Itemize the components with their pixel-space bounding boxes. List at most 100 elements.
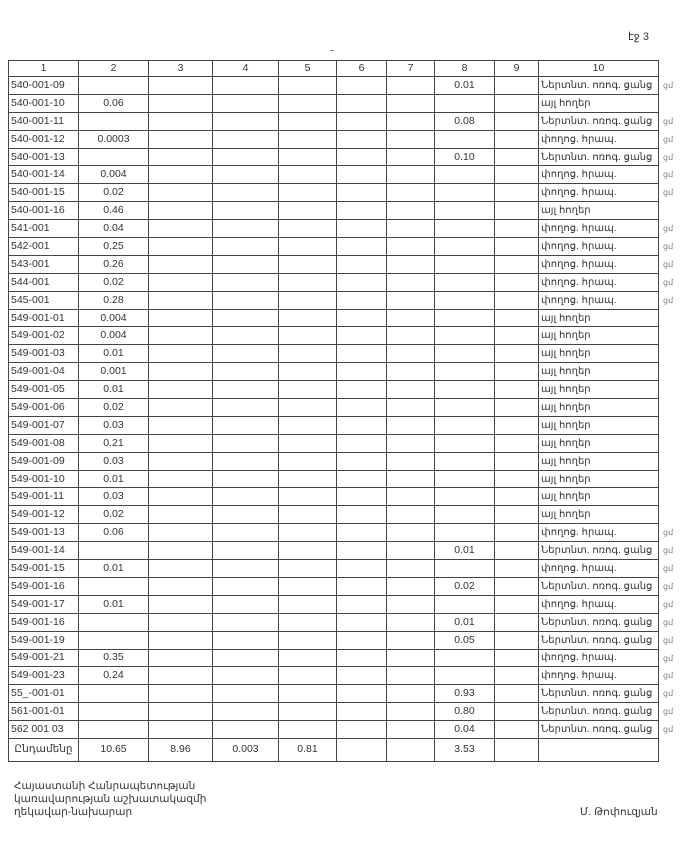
land-type-cell: փողոց. հրապ. ցմ bbox=[538, 272, 673, 292]
empty-cell bbox=[212, 612, 279, 632]
column-header: 3 bbox=[148, 60, 213, 77]
empty-cell bbox=[148, 93, 213, 113]
empty-cell bbox=[148, 415, 213, 435]
empty-cell bbox=[278, 76, 337, 95]
land-type-label: այլ հողեր bbox=[541, 491, 591, 503]
parcel-code-cell: 549-001-07 bbox=[8, 415, 79, 435]
empty-cell bbox=[386, 487, 435, 507]
land-type-label: փողոց. հրապ. bbox=[541, 133, 617, 145]
empty-cell bbox=[278, 344, 337, 364]
total-value bbox=[386, 737, 435, 762]
empty-cell bbox=[212, 219, 279, 239]
table-row: 562 001 03 0.04 Ներտնտ. ոռոգ. ցանց ցմ bbox=[8, 720, 673, 739]
margin-mark: ցմ bbox=[663, 617, 674, 627]
parcel-code-cell: 549-001-04 bbox=[8, 362, 79, 382]
parcel-code-cell: 540-001-12 bbox=[8, 129, 79, 149]
empty-cell bbox=[148, 433, 213, 453]
land-type-cell: փողոց. հրապ. ցմ bbox=[538, 165, 673, 185]
parcel-code-cell: 549-001-16 bbox=[8, 612, 79, 632]
empty-cell bbox=[336, 111, 387, 131]
empty-cell bbox=[212, 111, 279, 131]
empty-cell bbox=[336, 93, 387, 113]
land-type-cell: փողոց. հրապ. ցմ bbox=[538, 219, 673, 239]
column-header: 1 bbox=[8, 60, 79, 77]
empty-cell bbox=[494, 308, 539, 328]
land-type-label: փողոց. հրապ. bbox=[541, 223, 617, 235]
parcel-code-cell: 544-001 bbox=[8, 272, 79, 292]
empty-cell bbox=[148, 308, 213, 328]
empty-cell bbox=[278, 398, 337, 417]
parcel-code-cell: 549-001-10 bbox=[8, 469, 79, 489]
table-row: 549-001-02 0.004 այլ հողեր bbox=[8, 326, 659, 346]
land-type-label: փողոց. հրապ. bbox=[541, 240, 617, 252]
land-type-label: այլ հողեր bbox=[541, 473, 591, 485]
empty-cell bbox=[336, 541, 387, 561]
land-type-label: այլ հողեր bbox=[541, 312, 591, 324]
empty-cell bbox=[386, 451, 435, 471]
land-type-cell: այլ հողեր bbox=[538, 201, 659, 221]
total-value bbox=[336, 737, 387, 762]
empty-cell bbox=[212, 165, 279, 185]
table-row: 549-001-03 0.01 այլ հողեր bbox=[8, 344, 659, 364]
column-header: 6 bbox=[336, 60, 387, 77]
empty-cell bbox=[212, 433, 279, 453]
land-parcel-table: 1 2 3 4 5 6 7 8 9 10 540-001-09 0.01 Ներտն… bbox=[8, 60, 673, 762]
empty-cell bbox=[148, 720, 213, 739]
land-type-label: Ներտնտ. ոռոգ. ցանց bbox=[541, 634, 653, 646]
empty-cell bbox=[494, 648, 539, 668]
area-cell bbox=[434, 254, 495, 274]
area-cell bbox=[78, 684, 149, 704]
total-label: Ընդամենը bbox=[8, 737, 79, 762]
table-row: 549-001-01 0.004 այլ հողեր bbox=[8, 308, 659, 328]
empty-cell bbox=[148, 559, 213, 578]
area-cell bbox=[434, 201, 495, 221]
total-value bbox=[494, 737, 539, 762]
area-cell: 0.02 bbox=[434, 576, 495, 596]
empty-cell bbox=[212, 398, 279, 417]
land-type-cell: փողոց. հրապ. ցմ bbox=[538, 237, 673, 256]
empty-cell bbox=[278, 308, 337, 328]
area-cell bbox=[78, 576, 149, 596]
empty-cell bbox=[494, 290, 539, 310]
empty-cell bbox=[336, 612, 387, 632]
table-row: 541-001 0.04 փողոց. հրապ. ցմ bbox=[8, 219, 673, 239]
empty-cell bbox=[148, 576, 213, 596]
empty-cell bbox=[148, 165, 213, 185]
area-cell bbox=[434, 93, 495, 113]
empty-cell bbox=[212, 129, 279, 149]
empty-cell bbox=[148, 129, 213, 149]
area-cell bbox=[434, 594, 495, 614]
empty-cell bbox=[386, 684, 435, 704]
area-cell bbox=[434, 308, 495, 328]
land-type-label: փողոց. հրապ. bbox=[541, 187, 617, 199]
area-cell bbox=[78, 630, 149, 650]
parcel-code-cell: 549-001-03 bbox=[8, 344, 79, 364]
empty-cell bbox=[148, 648, 213, 668]
table-row: 543-001 0.26 փողոց. հրապ. ցմ bbox=[8, 254, 673, 274]
empty-cell bbox=[494, 720, 539, 739]
column-header: 8 bbox=[434, 60, 495, 77]
parcel-code-cell: 545-001 bbox=[8, 290, 79, 310]
empty-cell bbox=[212, 576, 279, 596]
empty-cell bbox=[148, 398, 213, 417]
area-cell: 0.03 bbox=[78, 415, 149, 435]
empty-cell bbox=[336, 308, 387, 328]
empty-cell bbox=[148, 523, 213, 543]
land-type-label: Ներտնտ. ոռոգ. ցանց bbox=[541, 706, 653, 718]
area-cell: 0.0003 bbox=[78, 129, 149, 149]
table-row: 545-001 0.28 փողոց. հրապ. ցմ bbox=[8, 290, 673, 310]
empty-cell bbox=[148, 380, 213, 400]
empty-cell bbox=[336, 594, 387, 614]
column-header: 4 bbox=[212, 60, 279, 77]
empty-cell bbox=[148, 326, 213, 346]
area-cell bbox=[434, 165, 495, 185]
parcel-code-cell: 540-001-15 bbox=[8, 183, 79, 203]
empty-cell bbox=[494, 326, 539, 346]
empty-cell bbox=[212, 380, 279, 400]
parcel-code-cell: 561-001-01 bbox=[8, 702, 79, 722]
total-value: 10.65 bbox=[78, 737, 149, 762]
empty-cell bbox=[278, 165, 337, 185]
empty-cell bbox=[278, 237, 337, 256]
table-row: 549-001-08 0.21 այլ հողեր bbox=[8, 433, 659, 453]
area-cell: 0.01 bbox=[78, 344, 149, 364]
